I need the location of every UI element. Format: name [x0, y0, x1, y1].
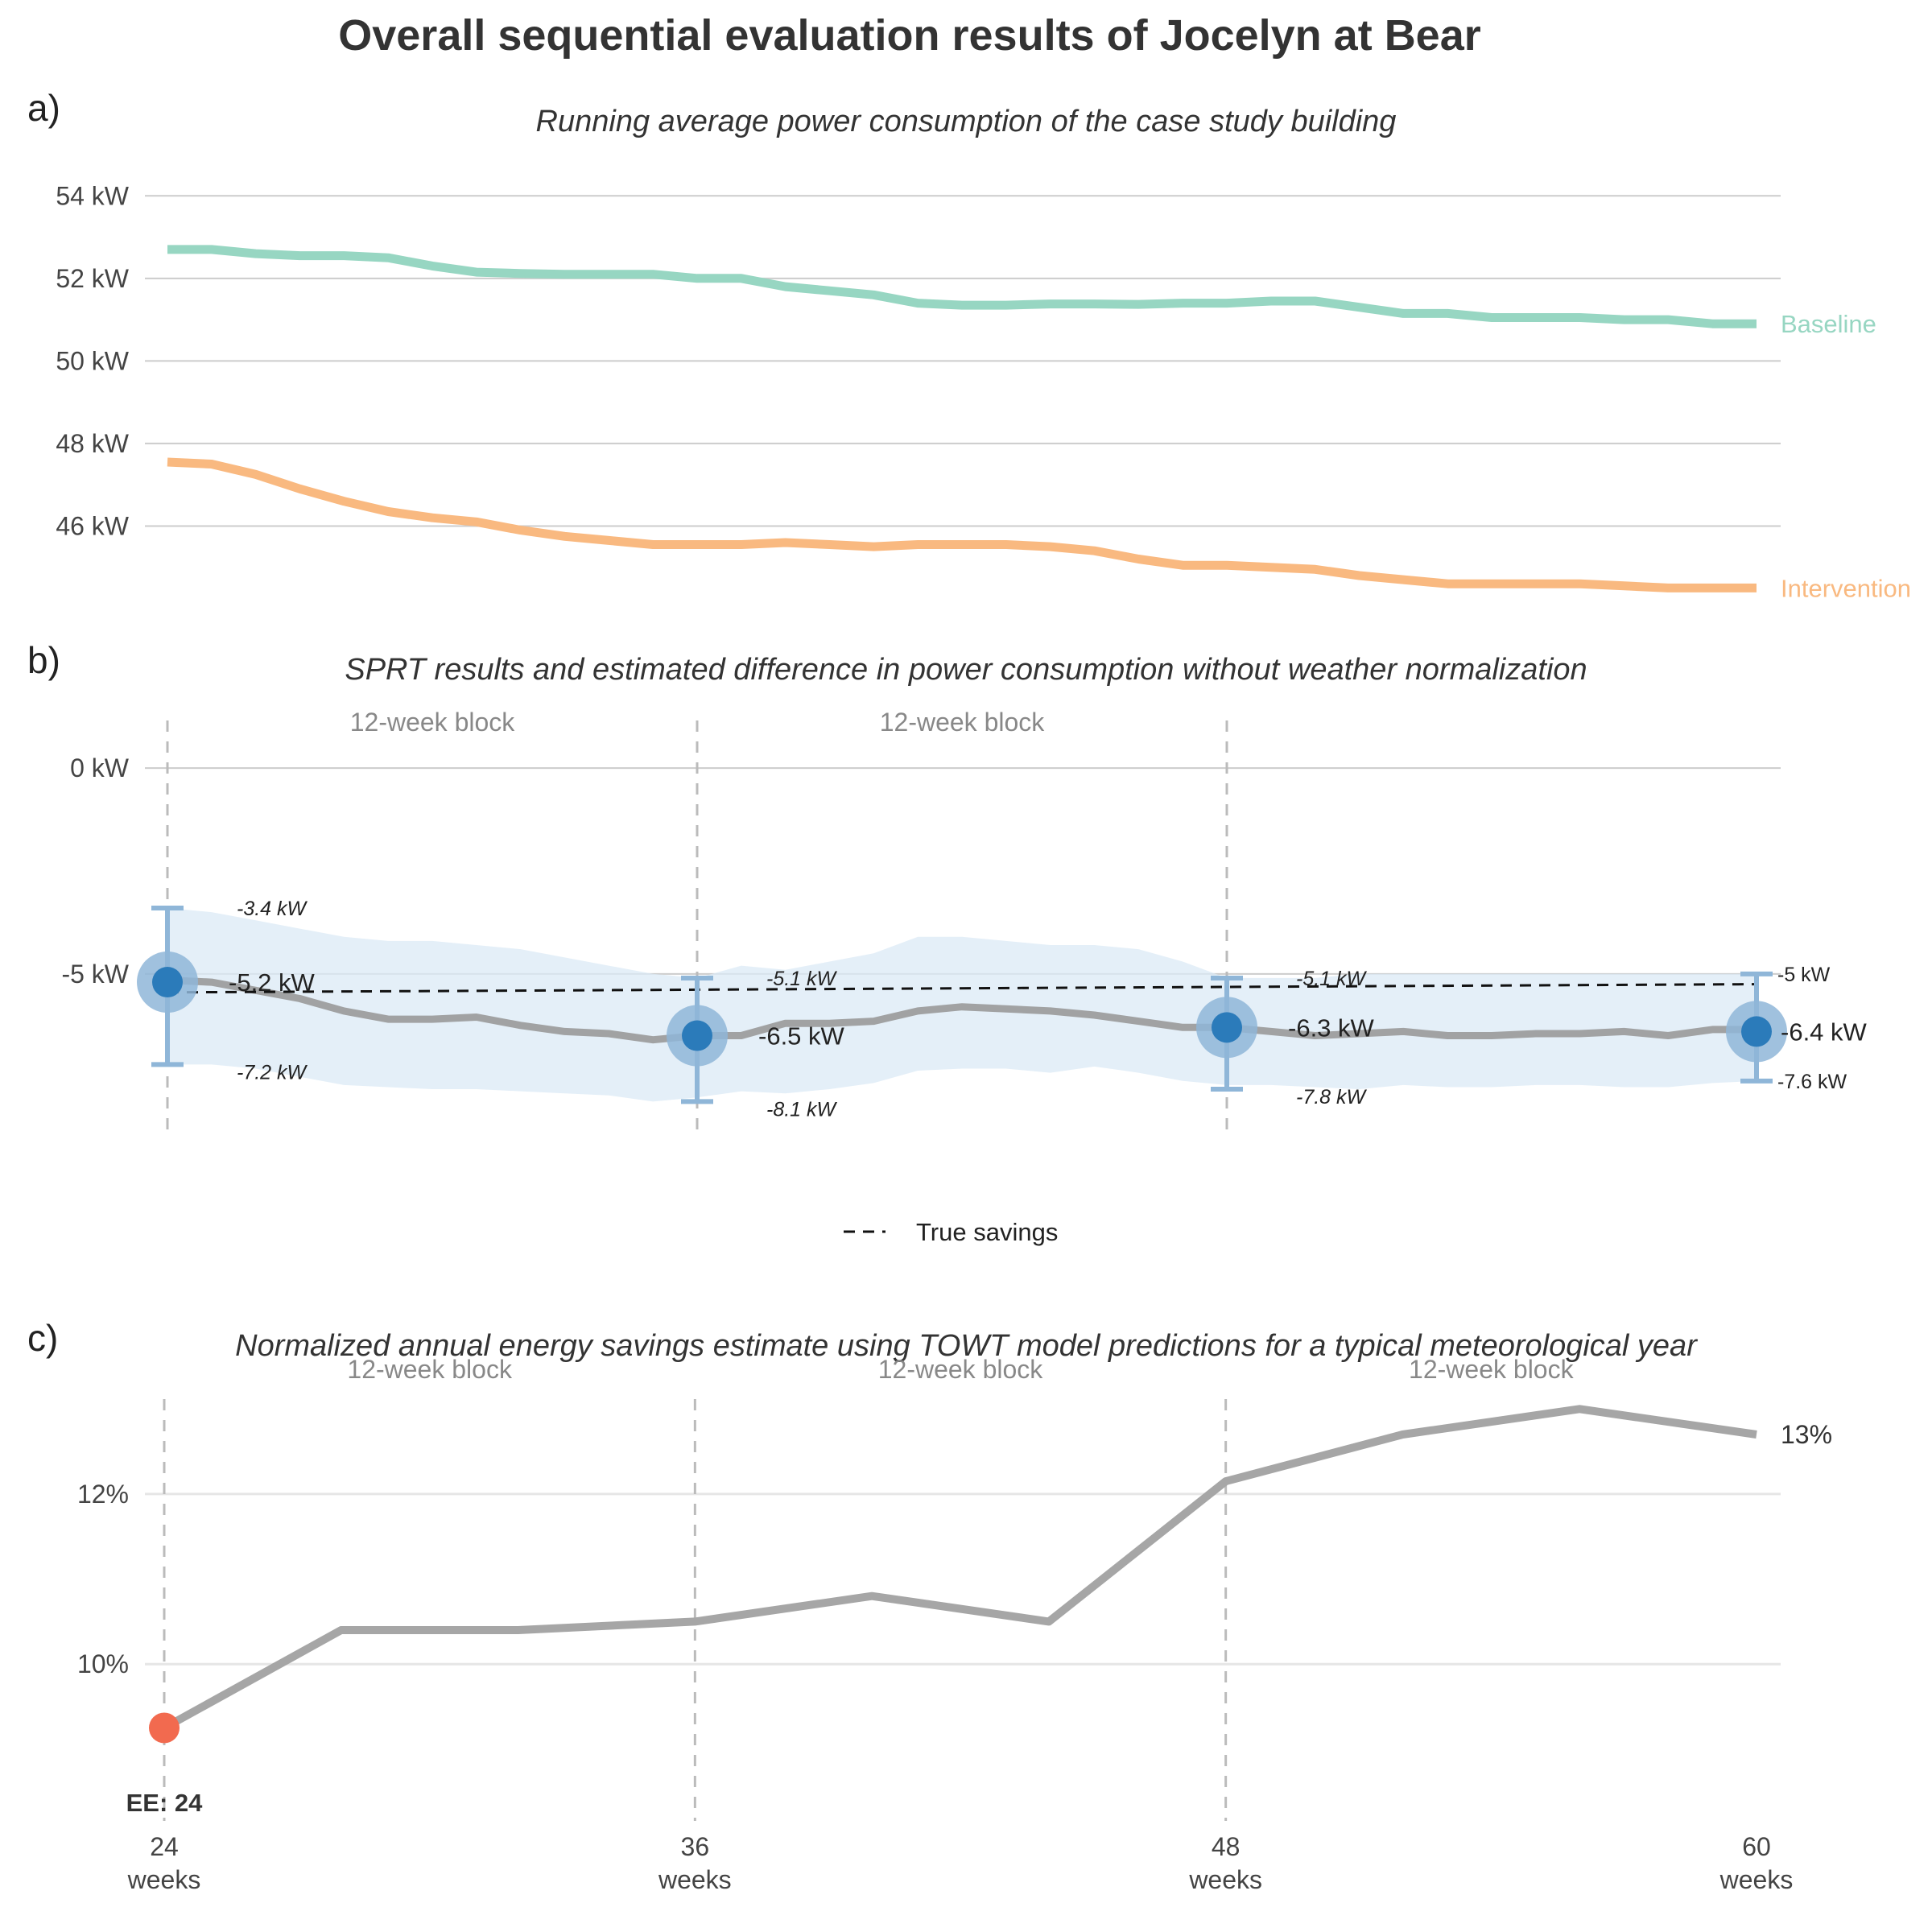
- panel-b-y-axis: 0 kW -5 kW: [61, 753, 129, 989]
- panel-b: b) SPRT results and estimated difference…: [27, 639, 1868, 1246]
- legend-true-savings-label: True savings: [916, 1218, 1058, 1246]
- x-tick-unit: weeks: [127, 1865, 201, 1894]
- early-end-point: [149, 1712, 180, 1744]
- panel-b-series: [167, 976, 1757, 1044]
- baseline-line: [167, 245, 1757, 328]
- panel-c-letter: c): [27, 1317, 58, 1359]
- y-tick-label-c: 12%: [77, 1480, 129, 1509]
- panel-c-gridlines: [145, 1492, 1781, 1666]
- panel-a-gridlines: [145, 195, 1781, 527]
- savings-end-label: 13%: [1781, 1420, 1832, 1449]
- panel-b-block-labels: 12-week block 12-week block: [350, 708, 1046, 737]
- estimate-line: [167, 976, 1757, 1044]
- panel-b-checkpoints: -3.4 kW -5.2 kW -7.2 kW -5.1 kW -6.5 kW -8.1 …: [137, 898, 1868, 1121]
- lower-ci-label: -7.8 kW: [1296, 1086, 1368, 1108]
- panel-c: c) Normalized annual energy savings esti…: [27, 1317, 1832, 1894]
- lower-ci-label: -7.6 kW: [1777, 1071, 1847, 1093]
- upper-ci-label: -5.1 kW: [766, 968, 838, 990]
- y-tick-label-c: 10%: [77, 1649, 129, 1678]
- y-tick-label-a: 52 kW: [56, 264, 129, 293]
- block-label-b: 12-week block: [880, 708, 1046, 737]
- estimate-label: -6.3 kW: [1288, 1013, 1375, 1042]
- y-tick-label-b: -5 kW: [61, 960, 129, 989]
- panel-c-x-axis: 24 weeks 36 weeks 48 weeks 60 weeks: [127, 1832, 1794, 1894]
- x-tick-unit: weeks: [1188, 1865, 1262, 1894]
- true-savings-line: [167, 983, 1757, 994]
- panel-c-y-axis: 10% 12%: [77, 1480, 129, 1678]
- intervention-label: Intervention: [1781, 574, 1911, 602]
- x-tick-unit: weeks: [658, 1865, 732, 1894]
- panel-c-block-dividers: [163, 1399, 1228, 1821]
- panel-a-letter: a): [27, 87, 60, 129]
- x-tick-label: 48: [1212, 1832, 1241, 1861]
- lower-ci-label: -8.1 kW: [766, 1098, 838, 1121]
- estimate-label: -6.5 kW: [758, 1022, 845, 1051]
- intervention-line: [167, 457, 1757, 592]
- y-tick-label-a: 48 kW: [56, 429, 129, 458]
- panel-c-series: [149, 1405, 1757, 1744]
- figure-title: Overall sequential evaluation results of…: [338, 11, 1481, 60]
- upper-ci-label: -5.1 kW: [1296, 968, 1368, 990]
- y-tick-label-a: 46 kW: [56, 511, 129, 540]
- panel-c-subtitle: Normalized annual energy savings estimat…: [235, 1329, 1698, 1363]
- baseline-label: Baseline: [1781, 310, 1876, 338]
- y-tick-label-b: 0 kW: [70, 753, 130, 782]
- panel-a-subtitle: Running average power consumption of the…: [536, 105, 1397, 138]
- panel-b-subtitle: SPRT results and estimated difference in…: [345, 653, 1587, 687]
- checkpoint-point: [152, 967, 183, 998]
- panel-b-letter: b): [27, 639, 60, 681]
- estimate-label: -5.2 kW: [229, 968, 316, 997]
- panel-b-legend: True savings: [844, 1218, 1058, 1246]
- checkpoint-point: [1212, 1012, 1242, 1043]
- y-tick-label-a: 50 kW: [56, 346, 129, 375]
- estimate-label: -6.4 kW: [1781, 1018, 1868, 1046]
- panel-a-series: [167, 245, 1757, 592]
- panel-a: a) Running average power consumption of …: [27, 87, 1911, 602]
- y-tick-label-a: 54 kW: [56, 181, 129, 210]
- savings-line: [162, 1405, 1757, 1732]
- x-tick-label: 60: [1742, 1832, 1771, 1861]
- checkpoint-point: [1741, 1016, 1772, 1047]
- panel-a-y-axis: 46 kW 48 kW 50 kW 52 kW 54 kW: [56, 181, 129, 540]
- x-tick-label: 24: [150, 1832, 179, 1861]
- upper-ci-label: -5 kW: [1777, 964, 1831, 986]
- block-label-b: 12-week block: [350, 708, 516, 737]
- checkpoint-point: [682, 1020, 712, 1051]
- panel-c-block-labels: 12-week block 12-week block 12-week block: [347, 1355, 1574, 1384]
- x-tick-unit: weeks: [1719, 1865, 1794, 1894]
- early-end-label: EE: 24: [126, 1789, 204, 1817]
- upper-ci-label: -3.4 kW: [237, 898, 308, 920]
- lower-ci-label: -7.2 kW: [237, 1061, 308, 1084]
- block-label-c: 12-week block: [1409, 1355, 1575, 1384]
- x-tick-label: 36: [681, 1832, 710, 1861]
- block-label-c: 12-week block: [878, 1355, 1044, 1384]
- block-label-c: 12-week block: [347, 1355, 513, 1384]
